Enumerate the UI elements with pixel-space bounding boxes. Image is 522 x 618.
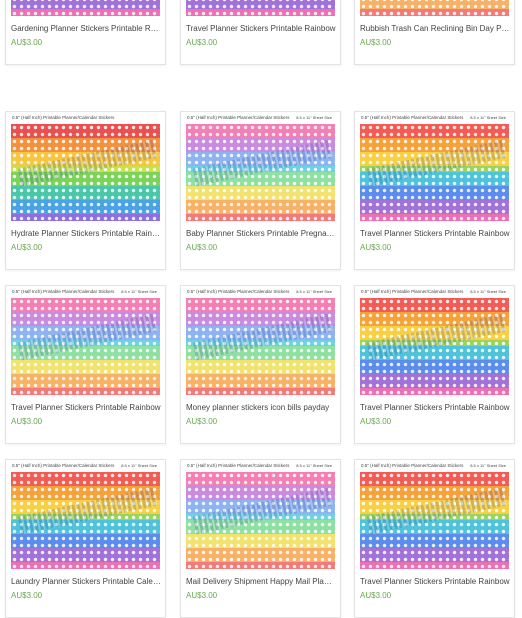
- sticker-sheet-size: 8.5 x 11" Sheet Size: [121, 463, 157, 468]
- sticker-sheet-header: 0.5" (Half Inch) Printable Planner/Calen…: [187, 289, 290, 294]
- product-title[interactable]: Mail Delivery Shipment Happy Mail Planne…: [186, 577, 336, 586]
- product-title[interactable]: Gardening Planner Stickers Printable Rai…: [11, 24, 161, 33]
- sticker-sheet-size: 8.5 x 11" Sheet Size: [470, 115, 506, 120]
- product-thumbnail[interactable]: 0.5" (Half Inch) Printable Planner/Calen…: [183, 462, 338, 572]
- product-thumbnail[interactable]: [8, 0, 163, 19]
- sticker-sheet-header: 0.5" (Half Inch) Printable Planner/Calen…: [361, 115, 464, 120]
- sticker-icons-pattern: [11, 124, 160, 221]
- product-title[interactable]: Travel Planner Stickers Printable Rainbo…: [11, 403, 161, 412]
- product-price: AU$3.00: [360, 591, 392, 600]
- product-price: AU$3.00: [11, 243, 43, 252]
- sticker-sheet-size: 8.5 x 11" Sheet Size: [470, 289, 506, 294]
- sticker-sheet-size: 8.5 x 11" Sheet Size: [121, 289, 157, 294]
- sticker-sheet-size: 8.5 x 11" Sheet Size: [470, 463, 506, 468]
- product-thumbnail[interactable]: [183, 0, 338, 19]
- product-card[interactable]: 0.5" (Half Inch) Printable Planner/Calen…: [180, 459, 341, 618]
- product-thumbnail[interactable]: 0.5" (Half Inch) Printable Planner/Calen…: [8, 462, 163, 572]
- product-card[interactable]: Rubbish Trash Can Reclining Bin Day Plan…: [354, 0, 515, 65]
- product-thumbnail[interactable]: 0.5" (Half Inch) Printable Planner/Calen…: [357, 462, 512, 572]
- product-price: AU$3.00: [186, 417, 218, 426]
- sticker-icons-pattern: [186, 0, 335, 16]
- sticker-sheet-header: 0.5" (Half Inch) Printable Planner/Calen…: [12, 463, 115, 468]
- sticker-sheet-header: 0.5" (Half Inch) Printable Planner/Calen…: [187, 115, 290, 120]
- product-title[interactable]: Travel Planner Stickers Printable Rainbo…: [360, 403, 510, 412]
- product-title[interactable]: Travel Planner Stickers Printable Rainbo…: [186, 24, 336, 33]
- sticker-icons-pattern: [186, 298, 335, 395]
- product-title[interactable]: Money planner stickers icon bills payday: [186, 403, 330, 412]
- product-price: AU$3.00: [360, 38, 392, 47]
- sticker-icons-pattern: [11, 0, 160, 16]
- product-thumbnail[interactable]: 0.5" (Half Inch) Printable Planner/Calen…: [8, 114, 163, 224]
- product-card[interactable]: 0.5" (Half Inch) Printable Planner/Calen…: [354, 285, 515, 444]
- product-thumbnail[interactable]: [357, 0, 512, 19]
- product-thumbnail[interactable]: 0.5" (Half Inch) Printable Planner/Calen…: [8, 288, 163, 398]
- sticker-sheet-header: 0.5" (Half Inch) Printable Planner/Calen…: [187, 463, 290, 468]
- product-price: AU$3.00: [11, 38, 43, 47]
- sticker-sheet-header: 0.5" (Half Inch) Printable Planner/Calen…: [361, 289, 464, 294]
- product-title[interactable]: Travel Planner Stickers Printable Rainbo…: [360, 577, 510, 586]
- sticker-sheet-size: 8.5 x 11" Sheet Size: [296, 289, 332, 294]
- product-price: AU$3.00: [360, 243, 392, 252]
- product-price: AU$3.00: [11, 417, 43, 426]
- product-title[interactable]: Travel Planner Stickers Printable Rainbo…: [360, 229, 510, 238]
- product-thumbnail[interactable]: 0.5" (Half Inch) Printable Planner/Calen…: [357, 288, 512, 398]
- sticker-icons-pattern: [186, 472, 335, 569]
- product-card[interactable]: Gardening Planner Stickers Printable Rai…: [5, 0, 166, 65]
- product-thumbnail[interactable]: 0.5" (Half Inch) Printable Planner/Calen…: [183, 114, 338, 224]
- product-thumbnail[interactable]: 0.5" (Half Inch) Printable Planner/Calen…: [183, 288, 338, 398]
- sticker-icons-pattern: [11, 298, 160, 395]
- sticker-sheet-header: 0.5" (Half Inch) Printable Planner/Calen…: [12, 115, 115, 120]
- product-card[interactable]: 0.5" (Half Inch) Printable Planner/Calen…: [354, 111, 515, 270]
- product-title[interactable]: Hydrate Planner Stickers Printable Rainb…: [11, 229, 161, 238]
- product-card[interactable]: 0.5" (Half Inch) Printable Planner/Calen…: [354, 459, 515, 618]
- product-price: AU$3.00: [360, 417, 392, 426]
- sticker-icons-pattern: [186, 124, 335, 221]
- product-price: AU$3.00: [186, 38, 218, 47]
- sticker-sheet-header: 0.5" (Half Inch) Printable Planner/Calen…: [361, 463, 464, 468]
- sticker-sheet-size: 8.5 x 11" Sheet Size: [296, 115, 332, 120]
- sticker-icons-pattern: [360, 298, 509, 395]
- sticker-icons-pattern: [360, 0, 509, 16]
- product-card[interactable]: 0.5" (Half Inch) Printable Planner/Calen…: [5, 111, 166, 270]
- product-title[interactable]: Laundry Planner Stickers Printable Calen…: [11, 577, 161, 586]
- product-title[interactable]: Rubbish Trash Can Reclining Bin Day Plan…: [360, 24, 510, 33]
- sticker-icons-pattern: [360, 472, 509, 569]
- product-card[interactable]: 0.5" (Half Inch) Printable Planner/Calen…: [180, 111, 341, 270]
- sticker-sheet-header: 0.5" (Half Inch) Printable Planner/Calen…: [12, 289, 115, 294]
- product-card[interactable]: Travel Planner Stickers Printable Rainbo…: [180, 0, 341, 65]
- product-price: AU$3.00: [186, 243, 218, 252]
- sticker-sheet-size: 8.5 x 11" Sheet Size: [296, 463, 332, 468]
- product-price: AU$3.00: [11, 591, 43, 600]
- product-price: AU$3.00: [186, 591, 218, 600]
- product-card[interactable]: 0.5" (Half Inch) Printable Planner/Calen…: [5, 285, 166, 444]
- sticker-icons-pattern: [360, 124, 509, 221]
- sticker-icons-pattern: [11, 472, 160, 569]
- product-card[interactable]: 0.5" (Half Inch) Printable Planner/Calen…: [5, 459, 166, 618]
- product-card[interactable]: 0.5" (Half Inch) Printable Planner/Calen…: [180, 285, 341, 444]
- product-title[interactable]: Baby Planner Stickers Printable Pregnanc…: [186, 229, 336, 238]
- product-thumbnail[interactable]: 0.5" (Half Inch) Printable Planner/Calen…: [357, 114, 512, 224]
